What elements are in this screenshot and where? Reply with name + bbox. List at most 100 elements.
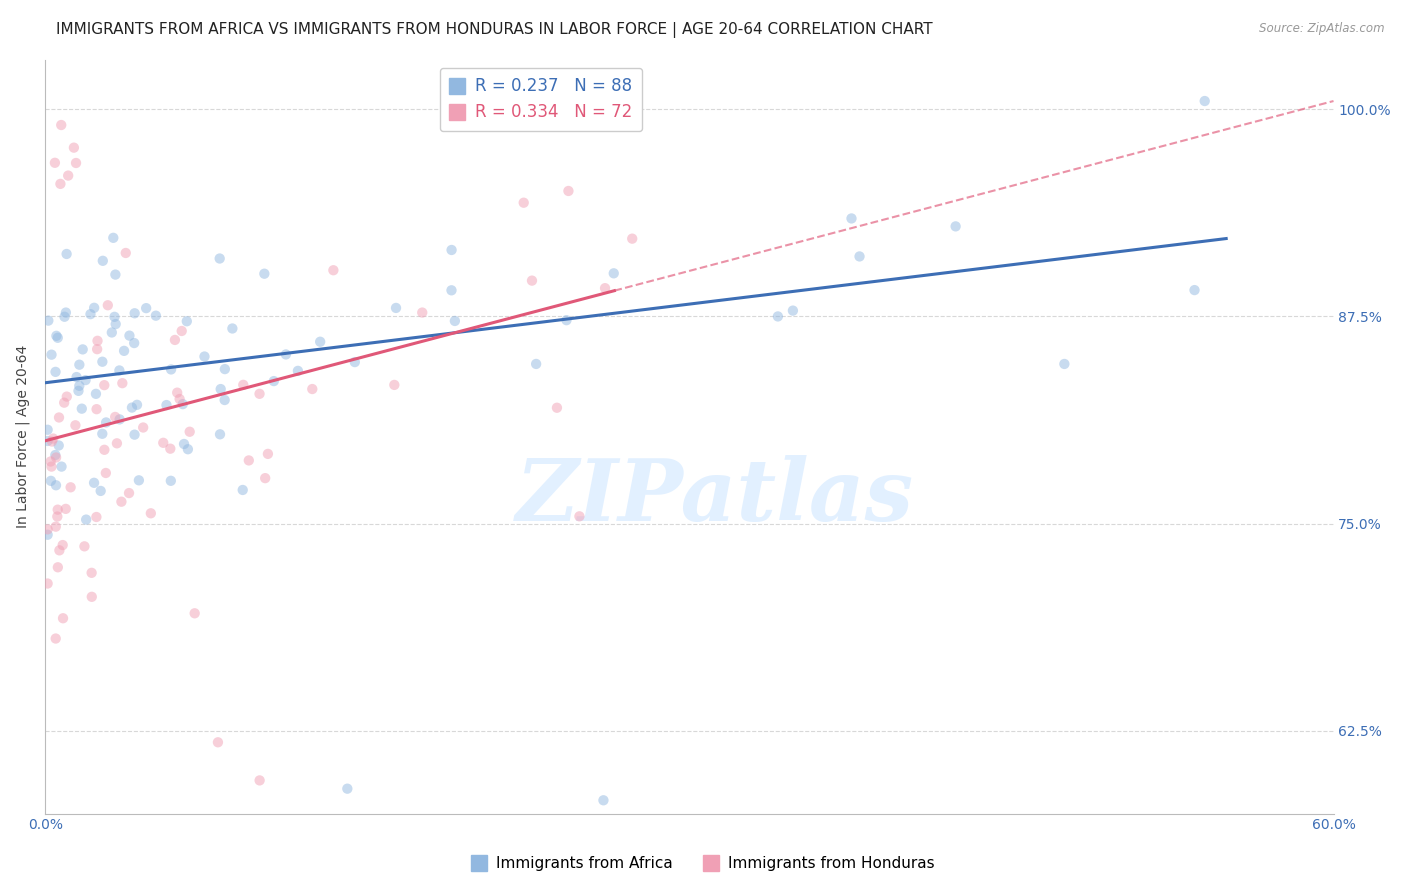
Point: [44, 365, 66, 379]
Point: [104, 317, 127, 331]
Y-axis label: In Labor Force | Age 20-64: In Labor Force | Age 20-64: [15, 345, 30, 528]
Point: [91, 355, 114, 369]
Point: [108, 363, 131, 377]
Point: [94, 466, 117, 480]
Point: [555, 313, 578, 327]
Point: [118, 486, 141, 500]
Point: [207, 735, 229, 749]
Point: [56, 169, 79, 183]
Point: [568, 509, 591, 524]
Point: [67, 384, 90, 398]
Point: [169, 392, 191, 406]
Point: [766, 310, 789, 324]
Point: [105, 436, 128, 450]
Point: [83, 301, 105, 315]
Point: [124, 427, 146, 442]
Point: [45, 478, 67, 492]
Point: [177, 442, 200, 457]
Point: [232, 377, 254, 392]
Point: [841, 211, 863, 226]
Point: [125, 398, 148, 412]
Point: [45, 632, 67, 646]
Point: [546, 401, 568, 415]
Point: [44, 156, 66, 170]
Point: [122, 336, 145, 351]
Point: [179, 425, 201, 439]
Point: [46, 509, 69, 524]
Point: [232, 483, 254, 497]
Point: [135, 301, 157, 315]
Point: [48, 543, 70, 558]
Point: [52, 538, 75, 552]
Point: [139, 506, 162, 520]
Point: [72, 343, 94, 357]
Point: [592, 793, 614, 807]
Point: [39, 474, 62, 488]
Point: [444, 314, 467, 328]
Point: [51, 459, 73, 474]
Point: [214, 392, 236, 407]
Point: [80, 566, 103, 580]
Text: Source: ZipAtlas.com: Source: ZipAtlas.com: [1260, 22, 1385, 36]
Point: [214, 362, 236, 376]
Point: [37, 434, 59, 448]
Point: [67, 358, 90, 372]
Point: [42, 432, 65, 446]
Point: [621, 232, 644, 246]
Point: [97, 298, 120, 312]
Point: [49, 177, 72, 191]
Point: [132, 420, 155, 434]
Point: [263, 374, 285, 388]
Point: [46, 331, 69, 345]
Point: [46, 560, 69, 574]
Point: [86, 334, 108, 348]
Point: [382, 378, 405, 392]
Point: [108, 412, 131, 426]
Point: [238, 453, 260, 467]
Text: ZIPatlas: ZIPatlas: [516, 455, 914, 539]
Point: [1053, 357, 1076, 371]
Point: [411, 305, 433, 319]
Point: [253, 267, 276, 281]
Point: [159, 442, 181, 456]
Point: [48, 410, 70, 425]
Point: [193, 350, 215, 364]
Point: [75, 373, 97, 387]
Point: [512, 195, 534, 210]
Point: [84, 387, 107, 401]
Point: [101, 326, 124, 340]
Point: [112, 343, 135, 358]
Point: [173, 437, 195, 451]
Point: [93, 378, 115, 392]
Point: [91, 253, 114, 268]
Point: [160, 474, 183, 488]
Point: [73, 539, 96, 553]
Point: [603, 266, 626, 280]
Point: [176, 314, 198, 328]
Point: [52, 611, 75, 625]
Point: [104, 268, 127, 282]
Point: [124, 306, 146, 320]
Point: [782, 303, 804, 318]
Point: [118, 328, 141, 343]
Point: [385, 301, 408, 315]
Point: [1184, 283, 1206, 297]
Point: [221, 321, 243, 335]
Point: [209, 382, 232, 396]
Point: [45, 450, 67, 465]
Point: [1194, 94, 1216, 108]
Point: [55, 390, 77, 404]
Point: [103, 231, 125, 245]
Point: [83, 475, 105, 490]
Point: [322, 263, 344, 277]
Point: [121, 401, 143, 415]
Point: [249, 387, 271, 401]
Point: [65, 370, 87, 384]
Point: [45, 328, 67, 343]
Point: [593, 281, 616, 295]
Point: [90, 483, 112, 498]
Point: [39, 454, 62, 468]
Text: IMMIGRANTS FROM AFRICA VS IMMIGRANTS FROM HONDURAS IN LABOR FORCE | AGE 20-64 CO: IMMIGRANTS FROM AFRICA VS IMMIGRANTS FRO…: [56, 22, 932, 38]
Point: [945, 219, 967, 234]
Point: [254, 471, 277, 485]
